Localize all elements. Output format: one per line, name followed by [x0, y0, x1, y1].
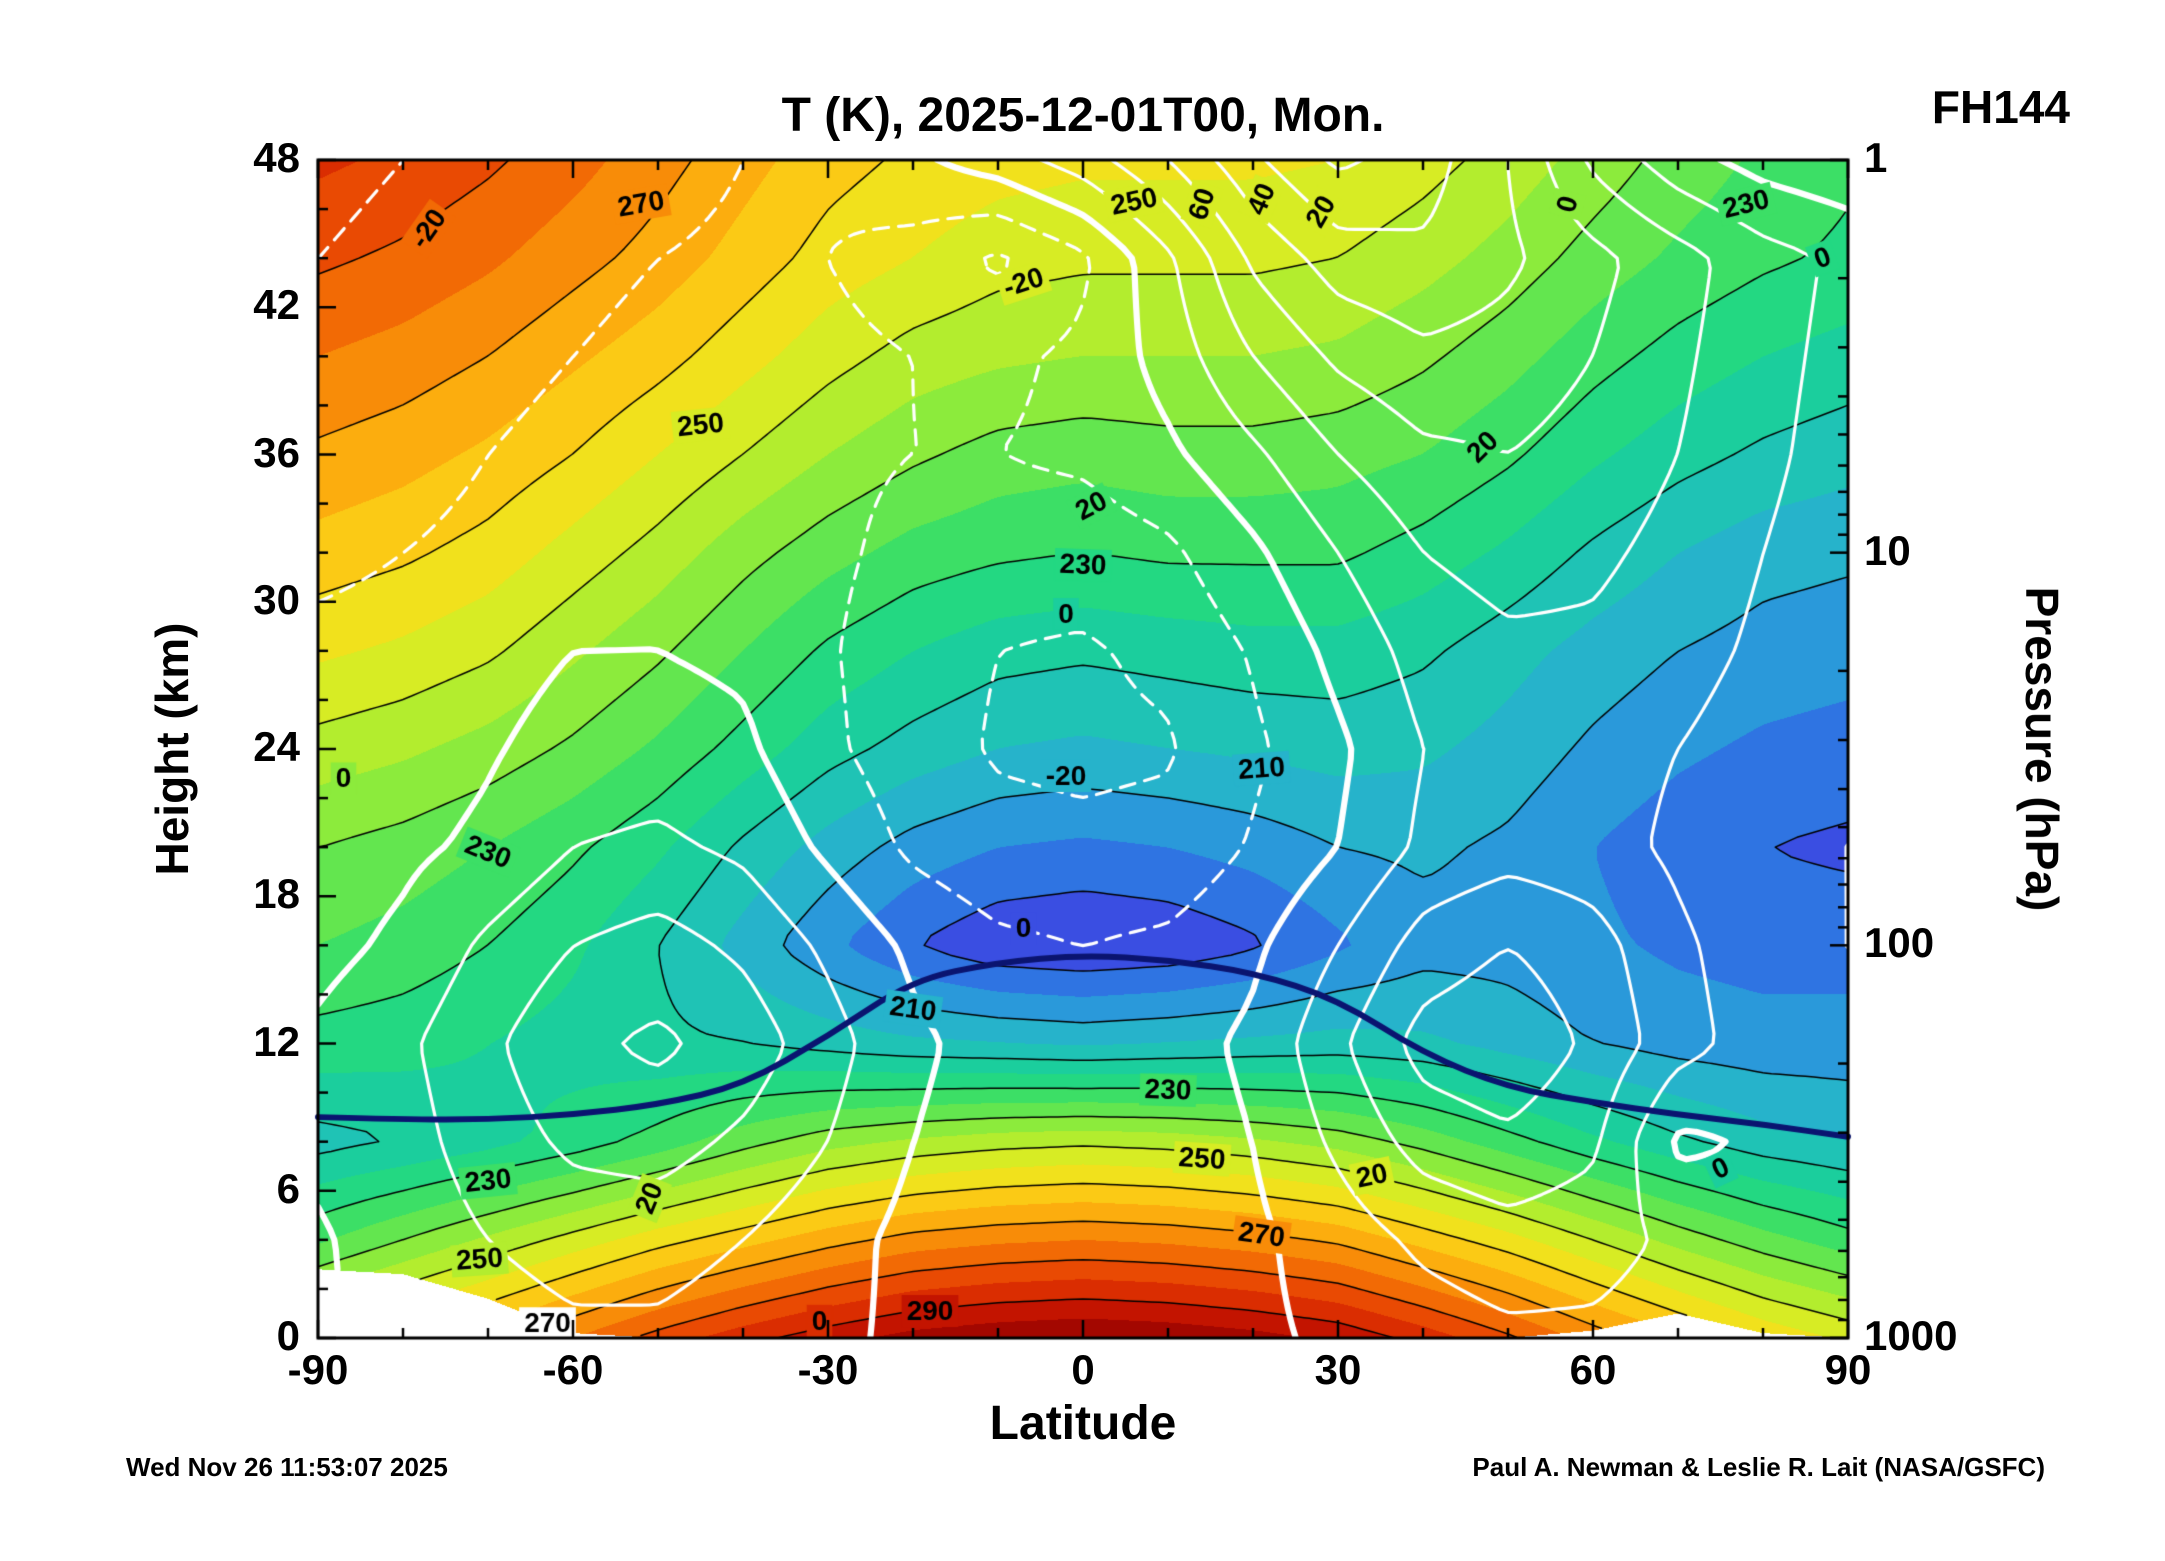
y-left-tick-label: 6	[276, 1164, 300, 1212]
forecast-hour-label: FH144	[1931, 81, 2070, 133]
y-right-tick-label: 10	[1864, 526, 1911, 574]
x-tick-label: -90	[287, 1346, 349, 1393]
y-axis-right-label: Pressure (hPa)	[2016, 586, 2068, 912]
y-right-tick-label: 100	[1864, 919, 1935, 967]
x-tick-label: 30	[1314, 1346, 1362, 1393]
y-left-tick-label: 24	[253, 723, 300, 770]
y-left-tick-label: 12	[253, 1017, 300, 1065]
footer-timestamp: Wed Nov 26 11:53:07 2025	[126, 1452, 448, 1482]
y-left-tick-label: 18	[253, 870, 300, 918]
y-left-tick-label: 48	[253, 134, 300, 181]
x-tick-label: 0	[1071, 1346, 1095, 1393]
x-tick-label: -30	[797, 1346, 859, 1393]
x-tick-label: 90	[1824, 1346, 1872, 1393]
y-left-tick-label: 36	[253, 428, 300, 476]
y-right-tick-label: 1000	[1864, 1312, 1958, 1359]
x-axis-label: Latitude	[989, 1397, 1177, 1450]
y-left-tick-label: 42	[253, 281, 300, 329]
chart-title: T (K), 2025-12-01T00, Mon.	[781, 89, 1385, 142]
x-tick-label: 60	[1569, 1346, 1617, 1393]
y-left-tick-label: 0	[276, 1312, 300, 1359]
x-tick-label: -60	[542, 1346, 604, 1393]
y-right-tick-label: 1	[1864, 134, 1888, 181]
footer-credit: Paul A. Newman & Leslie R. Lait (NASA/GS…	[1472, 1452, 2045, 1482]
y-left-tick-label: 30	[253, 575, 300, 623]
